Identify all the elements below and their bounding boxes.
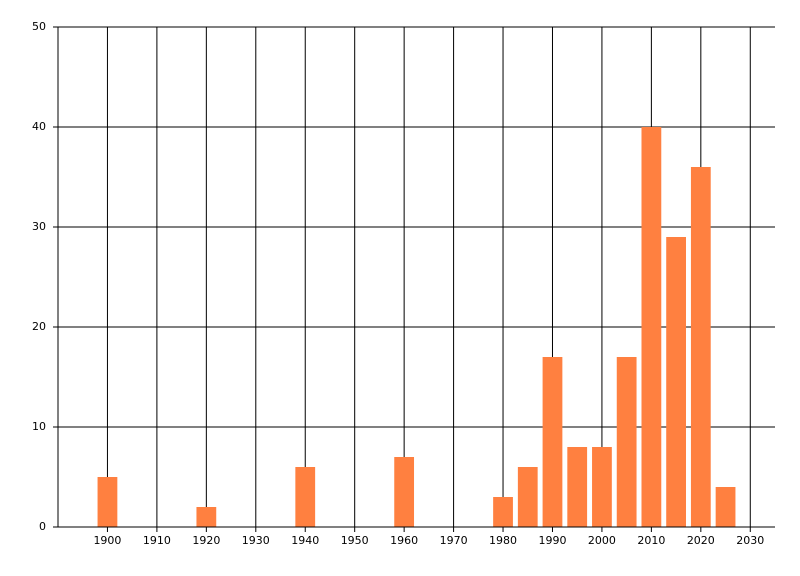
bar	[295, 467, 316, 527]
x-tick-label: 1900	[93, 534, 121, 547]
bar	[567, 447, 588, 527]
bar	[715, 487, 736, 527]
bar	[616, 357, 637, 527]
y-tick-label: 10	[32, 420, 46, 433]
bar	[493, 497, 513, 527]
y-tick-label: 0	[39, 520, 46, 533]
x-tick-label: 1930	[242, 534, 270, 547]
x-tick-label: 1960	[390, 534, 418, 547]
bar	[394, 457, 415, 527]
bar	[592, 447, 612, 527]
x-tick-label: 1990	[538, 534, 566, 547]
x-tick-label: 2010	[637, 534, 665, 547]
x-tick-label: 1940	[291, 534, 319, 547]
x-tick-label: 1980	[489, 534, 517, 547]
y-tick-label: 20	[32, 320, 46, 333]
bar	[542, 357, 563, 527]
y-tick-label: 30	[32, 220, 46, 233]
bar	[196, 507, 217, 527]
x-tick-label: 1950	[341, 534, 369, 547]
bar	[97, 477, 118, 527]
bar	[690, 167, 711, 527]
x-tick-label: 2030	[736, 534, 764, 547]
x-tick-label: 2020	[687, 534, 715, 547]
x-tick-label: 1910	[143, 534, 171, 547]
bar	[666, 237, 686, 527]
y-tick-label: 50	[32, 20, 46, 33]
x-tick-label: 2000	[588, 534, 616, 547]
x-tick-label: 1920	[192, 534, 220, 547]
bar	[517, 467, 538, 527]
y-tick-label: 40	[32, 120, 46, 133]
bar	[641, 127, 662, 527]
x-tick-label: 1970	[440, 534, 468, 547]
